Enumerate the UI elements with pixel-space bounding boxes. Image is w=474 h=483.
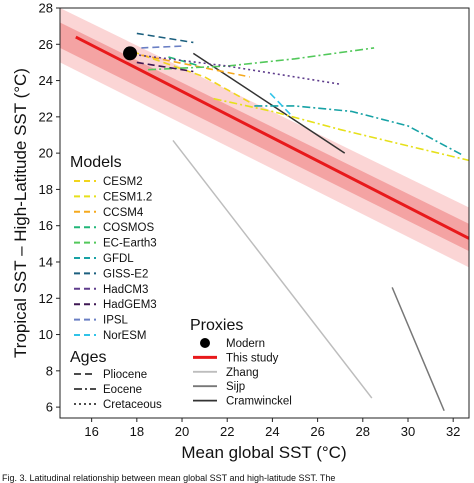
legend-proxies: Proxies Modern This study Zhang Sijp Cramwin… xyxy=(190,317,292,408)
y-tick-label: 28 xyxy=(39,1,53,16)
legend-label-giss-e2: GISS-E2 xyxy=(103,268,148,280)
legend-label-this-study: This study xyxy=(226,352,279,364)
x-tick-label: 30 xyxy=(401,424,415,439)
legend-label-cesm1-2: CESM1.2 xyxy=(103,191,152,203)
series-line-noresm xyxy=(269,92,294,118)
y-tick-label: 6 xyxy=(46,400,53,415)
legend-label-cosmos: COSMOS xyxy=(103,222,154,234)
caption-fragment: Fig. 3. Latitudinal relationship between… xyxy=(2,473,335,483)
series-lines xyxy=(75,32,469,412)
y-axis: 6 8 10 12 14 16 18 20 22 24 26 28 xyxy=(39,1,60,415)
series-line-sijp xyxy=(391,287,445,412)
legend-models: Models CESM2 CESM1.2 CCSM4 COSMOS EC-Earth3 G… xyxy=(70,154,157,342)
series-line-ipsl xyxy=(141,45,183,49)
legend-label-eocene: Eocene xyxy=(103,384,142,396)
series-line-hadgem3 xyxy=(136,61,194,73)
legend-label-hadcm3: HadCM3 xyxy=(103,284,148,296)
y-tick-label: 16 xyxy=(39,218,53,233)
legend-ages-title: Ages xyxy=(70,349,106,366)
series-line-cesm2 xyxy=(132,50,251,104)
y-tick-label: 22 xyxy=(39,109,53,124)
y-tick-label: 26 xyxy=(39,37,53,52)
series-line-cesm1-2 xyxy=(213,97,469,162)
x-tick-label: 28 xyxy=(356,424,370,439)
y-tick-label: 14 xyxy=(39,254,53,269)
x-tick-label: 26 xyxy=(310,424,324,439)
modern-point xyxy=(123,46,138,61)
x-axis-title: Mean global SST (°C) xyxy=(181,443,346,462)
legend-label-ipsl: IPSL xyxy=(103,315,129,327)
y-tick-label: 8 xyxy=(46,363,53,378)
legend-label-cesm2: CESM2 xyxy=(103,176,143,188)
y-tick-label: 24 xyxy=(39,73,53,88)
series-line-this-study xyxy=(75,35,469,240)
series-line-ec-earth3 xyxy=(148,47,375,71)
y-tick-label: 18 xyxy=(39,182,53,197)
legend-label-cretaceous: Cretaceous xyxy=(103,399,162,411)
plot-frame xyxy=(59,7,470,419)
legend-label-zhang: Zhang xyxy=(226,367,259,379)
x-tick-label: 16 xyxy=(84,424,98,439)
legend-label-hadgem3: HadGEM3 xyxy=(103,299,157,311)
legend-label-modern: Modern xyxy=(226,338,265,350)
legend-label-sijp: Sijp xyxy=(226,381,245,393)
legend-label-ccsm4: CCSM4 xyxy=(103,207,144,219)
x-tick-label: 18 xyxy=(130,424,144,439)
y-tick-label: 20 xyxy=(39,146,53,161)
y-axis-title: Tropical SST – High-Latitude SST (°C) xyxy=(11,68,30,358)
legend-label-noresm: NorESM xyxy=(103,330,146,342)
x-tick-label: 24 xyxy=(265,424,279,439)
legend-ages: Ages Pliocene Eocene Cretaceous xyxy=(70,349,162,411)
y-tick-label: 10 xyxy=(39,327,53,342)
x-tick-label: 22 xyxy=(220,424,234,439)
series-line-hadcm3 xyxy=(138,54,341,85)
data-points xyxy=(123,46,138,61)
legend-label-gfdl: GFDL xyxy=(103,253,134,265)
x-tick-label: 20 xyxy=(175,424,189,439)
legend-label-cramwinckel: Cramwinckel xyxy=(226,396,292,408)
series-line-giss-e2 xyxy=(136,32,194,44)
legend-proxies-title: Proxies xyxy=(190,317,243,334)
legend-models-title: Models xyxy=(70,154,122,171)
series-line-zhang xyxy=(172,139,373,399)
legend-swatch-modern xyxy=(200,338,210,348)
legend-label-ec-earth3: EC-Earth3 xyxy=(103,238,157,250)
x-tick-label: 32 xyxy=(446,424,460,439)
x-axis: 16 18 20 22 24 26 28 30 32 xyxy=(84,418,460,439)
y-tick-label: 12 xyxy=(39,291,53,306)
legend-label-pliocene: Pliocene xyxy=(103,369,147,381)
